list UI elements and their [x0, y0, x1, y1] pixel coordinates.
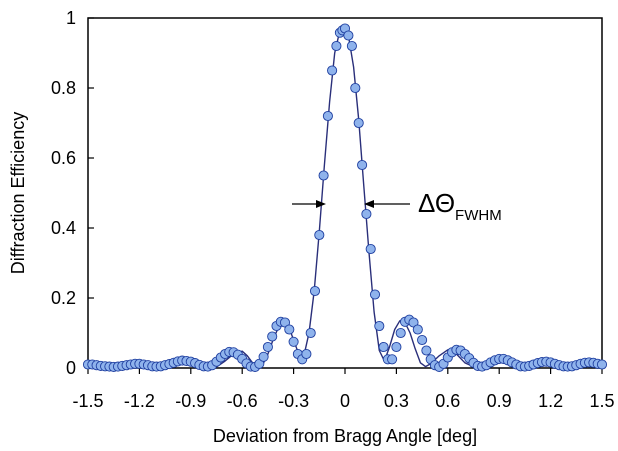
- data-point: [327, 65, 338, 76]
- data-point: [314, 229, 325, 241]
- x-axis-title: Deviation from Bragg Angle [deg]: [213, 426, 477, 446]
- data-point: [365, 243, 376, 255]
- fwhm-symbol: ΔΘ: [418, 188, 455, 218]
- data-point: [374, 320, 385, 332]
- data-point: [596, 359, 608, 370]
- data-point: [288, 336, 299, 347]
- data-point: [346, 40, 357, 52]
- data-point: [284, 324, 295, 335]
- data-point: [387, 354, 398, 365]
- x-tick-label: -0.6: [227, 391, 258, 411]
- x-tick-label: -1.5: [72, 391, 103, 411]
- data-point: [369, 289, 381, 300]
- data-point: [267, 331, 278, 342]
- fit-curve-group: [87, 27, 603, 368]
- x-tick-label: -0.9: [175, 391, 206, 411]
- data-point: [361, 208, 372, 220]
- data-point: [301, 348, 312, 360]
- fwhm-arrowhead-right: [364, 200, 374, 208]
- data-point: [391, 341, 402, 353]
- data-point: [318, 170, 329, 181]
- y-tick-label: 0.2: [51, 288, 76, 308]
- y-tick-label: 0.6: [51, 148, 76, 168]
- y-tick-label: 0: [66, 358, 76, 378]
- x-tick-label: -1.2: [124, 391, 155, 411]
- x-tick-label: 0: [340, 391, 350, 411]
- data-point: [262, 341, 273, 353]
- data-point: [417, 334, 428, 346]
- data-point: [357, 159, 368, 171]
- fwhm-label: ΔΘFWHM: [418, 188, 502, 224]
- data-points-group: [82, 23, 608, 372]
- data-point: [378, 341, 389, 353]
- y-tick-label: 0.8: [51, 78, 76, 98]
- data-point: [309, 285, 321, 297]
- plot-area-frame: [87, 17, 603, 369]
- x-tick-label: 0.3: [384, 391, 409, 411]
- data-point: [353, 117, 364, 129]
- data-point: [305, 327, 316, 339]
- y-tick-label: 0.4: [51, 218, 76, 238]
- x-tick-label: -0.3: [278, 391, 309, 411]
- data-point: [343, 30, 354, 41]
- data-point: [421, 345, 432, 356]
- fwhm-arrowhead-left: [316, 200, 326, 208]
- y-axis-title: Diffraction Efficiency: [8, 112, 28, 274]
- data-point: [322, 110, 333, 122]
- x-axis: -1.5 -1.2 -0.9 -0.6 -0.3 0 0.3 0.6 0.9 1.2 1.5: [72, 368, 615, 411]
- data-point: [395, 327, 406, 339]
- y-axis: 0 0.2 0.4 0.6 0.8 1: [51, 8, 94, 378]
- fwhm-subscript: FWHM: [455, 207, 502, 224]
- data-point: [331, 40, 342, 52]
- x-tick-label: 0.6: [435, 391, 460, 411]
- x-tick-label: 0.9: [487, 391, 512, 411]
- data-point: [258, 351, 269, 362]
- data-point: [412, 324, 423, 335]
- fit-curve-line: [87, 27, 603, 368]
- x-tick-label: 1.2: [538, 391, 563, 411]
- fwhm-annotation: ΔΘFWHM: [292, 188, 502, 224]
- x-tick-label: 1.5: [589, 391, 614, 411]
- y-tick-label: 1: [66, 8, 76, 28]
- data-point: [350, 82, 361, 94]
